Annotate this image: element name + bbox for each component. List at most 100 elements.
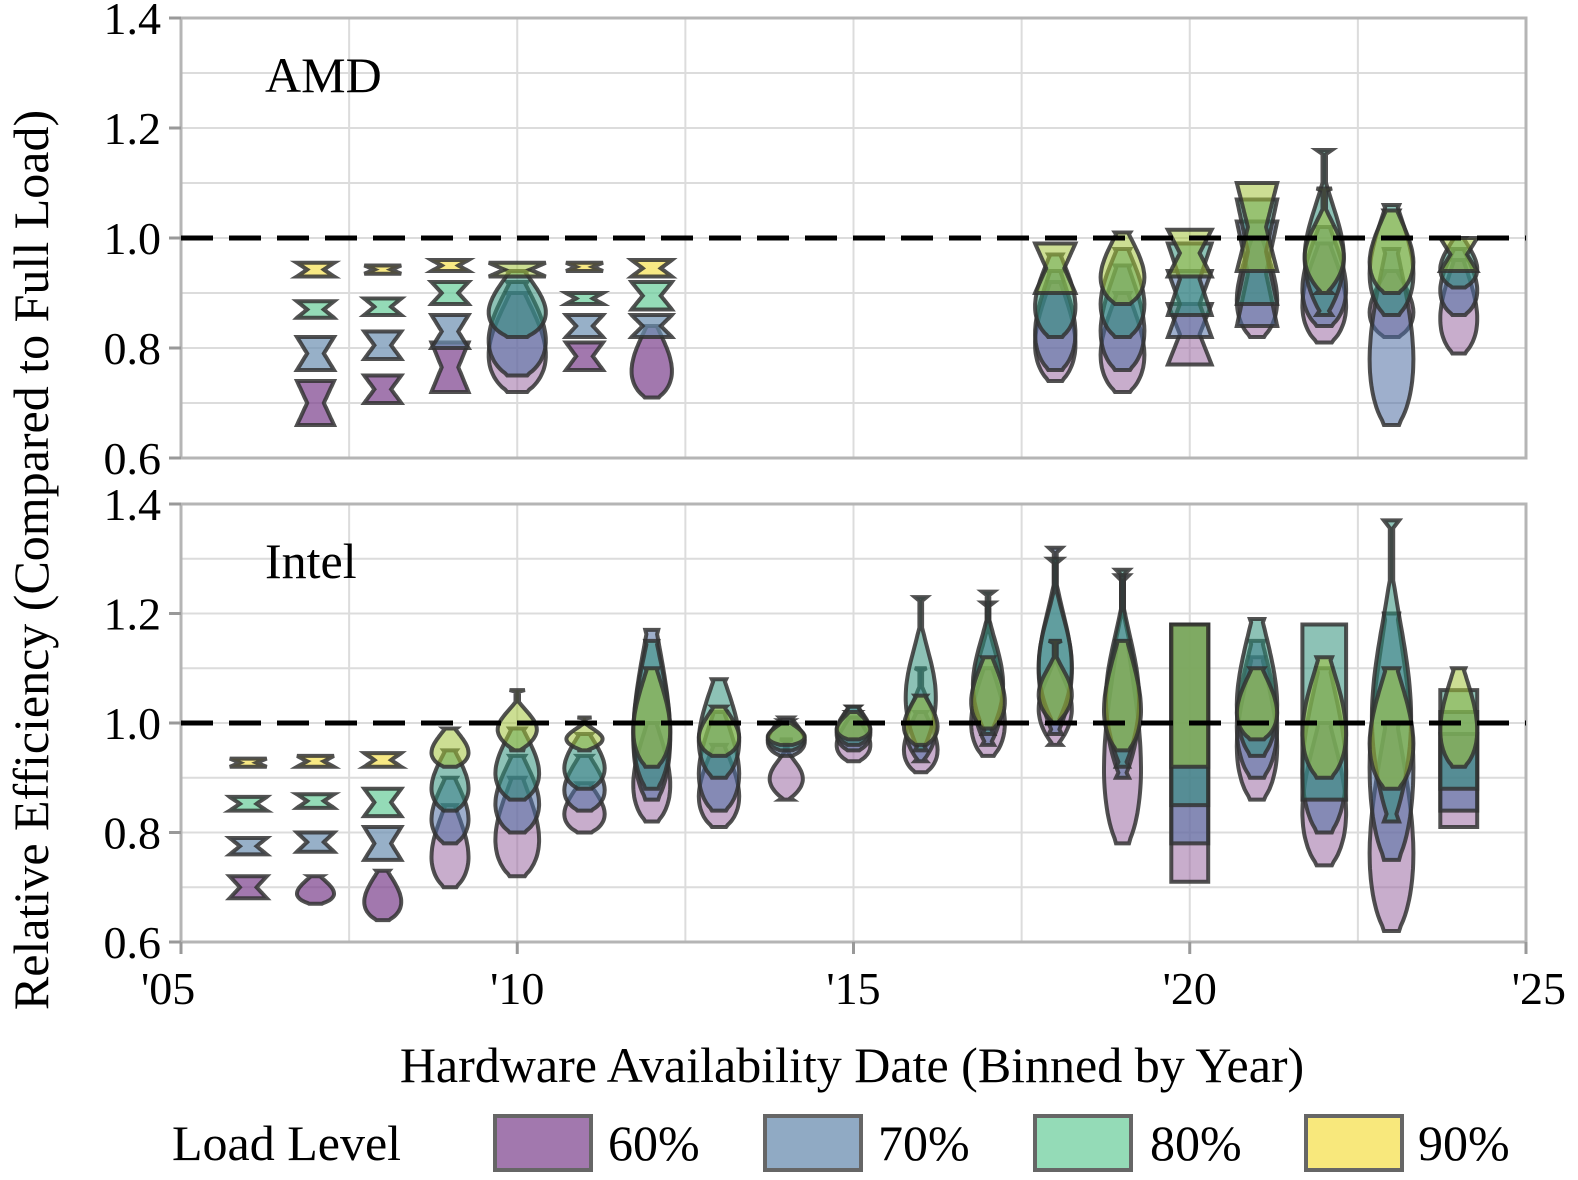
y-tick-label: 0.6 bbox=[104, 917, 162, 968]
violin-90-2019 bbox=[1098, 230, 1147, 306]
panel-amd: 0.6 0.8 1.0 1.2 1.4 AMD bbox=[104, 0, 1528, 484]
violin-group-2011 bbox=[558, 260, 611, 372]
violins bbox=[222, 518, 1480, 933]
legend-label-60: 60% bbox=[608, 1115, 700, 1171]
violin-group-2016 bbox=[901, 595, 940, 775]
legend-label-70: 70% bbox=[878, 1115, 970, 1171]
violin-80-2007 bbox=[289, 792, 342, 810]
y-tick-label: 1.0 bbox=[104, 698, 162, 749]
violin-90-2010 bbox=[495, 688, 539, 753]
y-tick-label: 1.0 bbox=[104, 213, 162, 264]
violin-90-2017 bbox=[969, 655, 1007, 731]
violin-60-2008 bbox=[360, 373, 406, 405]
violin-group-2018 bbox=[1032, 241, 1079, 383]
violin-70-2008 bbox=[360, 825, 405, 862]
violin-80-2009 bbox=[426, 280, 474, 306]
violin-90-2010 bbox=[487, 260, 547, 279]
y-tick-label: 0.6 bbox=[104, 433, 162, 484]
violin-group-2024 bbox=[1436, 236, 1481, 356]
violin-90-2012 bbox=[625, 258, 678, 279]
x-tick-label: '20 bbox=[1163, 963, 1217, 1014]
legend-entry-70: 70% bbox=[763, 1114, 970, 1172]
legend-entry-60: 60% bbox=[493, 1114, 700, 1172]
violin-group-2014 bbox=[765, 715, 807, 802]
violin-group-2012 bbox=[631, 627, 673, 824]
violin-90-2016 bbox=[901, 693, 940, 747]
violin-80-2011 bbox=[558, 291, 611, 306]
violin-group-2006 bbox=[222, 756, 274, 901]
violin-group-2012 bbox=[625, 258, 678, 400]
violin-90-2008 bbox=[357, 751, 409, 769]
violin-group-2010 bbox=[493, 688, 542, 879]
panel-label-amd: AMD bbox=[265, 47, 382, 103]
violin-group-2023 bbox=[1367, 518, 1416, 933]
violin-group-2008 bbox=[358, 263, 407, 405]
violin-group-2022 bbox=[1300, 148, 1349, 345]
violin-group-2024 bbox=[1438, 666, 1480, 829]
violin-60-2007 bbox=[293, 379, 338, 427]
violin-group-2011 bbox=[562, 715, 607, 835]
violin-90-2020 bbox=[1169, 622, 1211, 769]
violin-group-2019 bbox=[1102, 567, 1143, 846]
violin-80-2006 bbox=[222, 794, 274, 813]
y-tick-label: 1.4 bbox=[104, 0, 162, 44]
y-axis-title: Relative Efficiency (Compared to Full Lo… bbox=[3, 110, 59, 1010]
violin-group-2017 bbox=[969, 589, 1007, 758]
violin-group-2021 bbox=[1234, 181, 1280, 339]
violin-90-2012 bbox=[631, 666, 673, 769]
x-axis-ticks: '05 '10 '15 '20 '25 bbox=[141, 942, 1566, 1014]
violin-90-2020 bbox=[1164, 227, 1215, 279]
violin-70-2007 bbox=[292, 830, 339, 854]
violin-group-2023 bbox=[1367, 203, 1416, 427]
violin-90-2022 bbox=[1302, 186, 1346, 295]
violin-group-2007 bbox=[289, 753, 342, 906]
panel-intel: 0.6 0.8 1.0 1.2 1.4 Intel bbox=[104, 479, 1528, 968]
violin-90-2013 bbox=[696, 704, 742, 758]
violin-60-2011 bbox=[562, 340, 607, 372]
x-tick-label: '10 bbox=[490, 963, 544, 1014]
x-tick-label: '25 bbox=[1512, 963, 1566, 1014]
violin-70-2011 bbox=[561, 313, 608, 339]
legend-title: Load Level bbox=[172, 1115, 401, 1171]
violin-group-2020 bbox=[1169, 622, 1211, 884]
violin-group-2007 bbox=[289, 260, 342, 427]
y-tick-label: 0.8 bbox=[104, 323, 162, 374]
violin-90-2007 bbox=[289, 260, 342, 279]
violin-90-2023 bbox=[1367, 208, 1416, 295]
violin-90-2023 bbox=[1367, 666, 1416, 791]
violin-80-2007 bbox=[291, 299, 340, 320]
violin-group-2008 bbox=[357, 751, 409, 923]
plot-area-intel: 0.6 0.8 1.0 1.2 1.4 bbox=[104, 479, 1528, 968]
legend-label-80: 80% bbox=[1150, 1115, 1242, 1171]
violin-90-2024 bbox=[1438, 666, 1480, 769]
violin-group-2021 bbox=[1234, 617, 1280, 802]
violin-70-2009 bbox=[427, 313, 473, 350]
violin-80-2008 bbox=[358, 296, 407, 317]
violin-80-2012 bbox=[627, 280, 676, 312]
violin-90-2009 bbox=[429, 726, 471, 769]
violin-group-2009 bbox=[429, 726, 471, 890]
legend-entry-80: 80% bbox=[1033, 1114, 1242, 1172]
violin-90-2008 bbox=[363, 263, 402, 276]
violin-90-2021 bbox=[1234, 181, 1280, 273]
violin-90-2018 bbox=[1036, 638, 1074, 725]
violin-70-2012 bbox=[627, 313, 677, 339]
violin-80-2010 bbox=[486, 269, 548, 339]
violin-70-2007 bbox=[293, 335, 338, 372]
violin-group-2009 bbox=[424, 258, 476, 394]
violin-70-2008 bbox=[360, 329, 406, 361]
legend-swatch-90 bbox=[1304, 1114, 1404, 1172]
violin-90-2018 bbox=[1032, 241, 1079, 295]
panel-label-intel: Intel bbox=[265, 533, 357, 589]
violin-group-2018 bbox=[1036, 545, 1074, 747]
violin-90-2007 bbox=[289, 753, 342, 769]
violin-group-2015 bbox=[834, 704, 873, 764]
violin-80-2008 bbox=[360, 786, 406, 819]
legend: Load Level 60% 70% 80% 90% bbox=[172, 1114, 1510, 1172]
violin-90-2009 bbox=[424, 258, 476, 273]
violin-90-2011 bbox=[565, 260, 604, 273]
legend-swatch-60 bbox=[493, 1114, 593, 1172]
legend-swatch-70 bbox=[763, 1114, 863, 1172]
violin-group-2010 bbox=[486, 260, 548, 394]
